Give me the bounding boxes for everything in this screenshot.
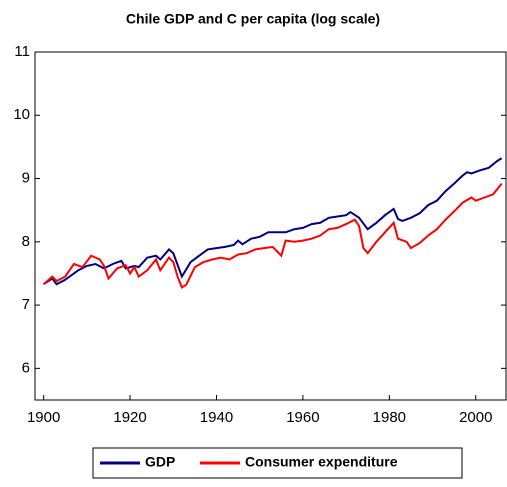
y-tick-label: 10 <box>13 106 30 123</box>
chart-title: Chile GDP and C per capita (log scale) <box>126 11 380 27</box>
x-tick-label: 2000 <box>459 409 492 426</box>
y-tick-label: 6 <box>22 359 30 376</box>
y-tick-label: 7 <box>22 296 30 313</box>
legend-box <box>92 447 463 479</box>
legend-label: GDP <box>145 454 175 470</box>
plot-frame <box>34 51 507 401</box>
y-tick-label: 11 <box>14 43 30 60</box>
series-line <box>42 182 503 289</box>
x-tick-label: 1980 <box>373 409 406 426</box>
legend-label: Consumer expenditure <box>245 454 398 470</box>
x-tick-label: 1960 <box>286 409 319 426</box>
x-tick-label: 1940 <box>200 409 233 426</box>
series-line <box>43 157 503 286</box>
x-tick-label: 1920 <box>113 409 146 426</box>
x-tick-label: 1900 <box>27 409 60 426</box>
y-tick-label: 8 <box>22 233 30 250</box>
y-tick-label: 9 <box>22 170 30 187</box>
